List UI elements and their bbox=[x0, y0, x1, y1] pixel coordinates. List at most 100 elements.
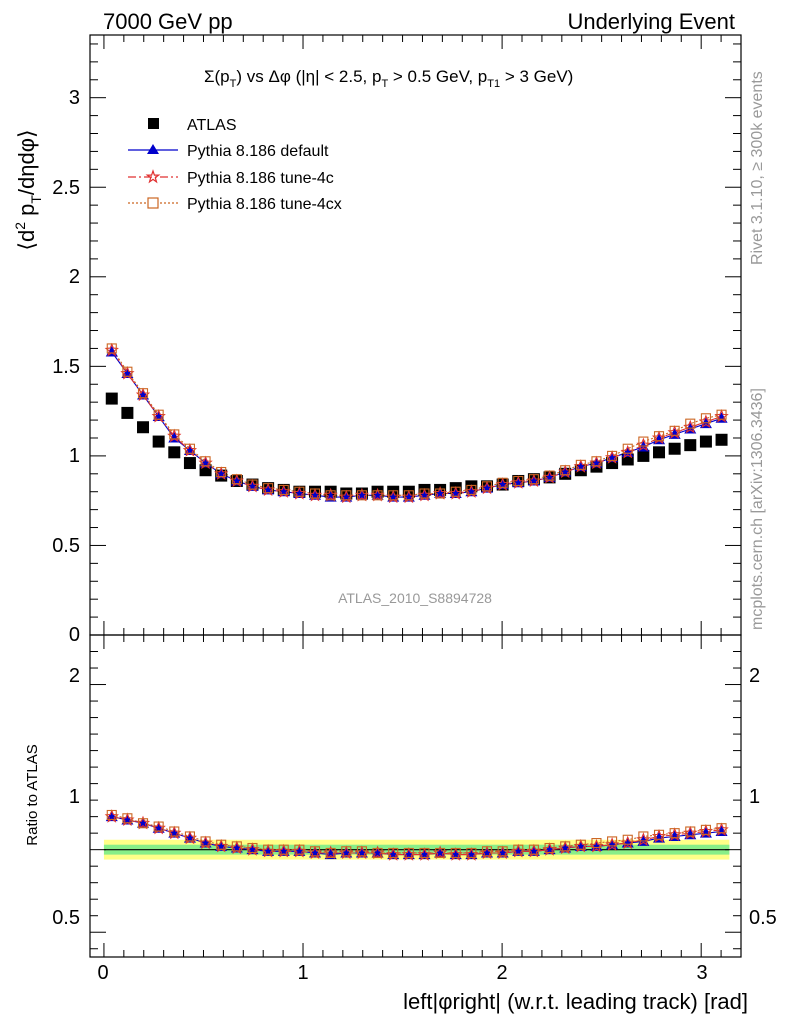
main-point-tune4cx bbox=[435, 488, 446, 499]
header-right-label: Underlying Event bbox=[567, 9, 735, 34]
main-point-tune4cx bbox=[278, 484, 289, 495]
analysis-watermark: ATLAS_2010_S8894728 bbox=[338, 590, 492, 606]
ratio-ytick-label-right: 0.5 bbox=[749, 907, 777, 929]
main-ytick-label: 2.5 bbox=[52, 177, 80, 199]
legend-entry-tune4c: Pythia 8.186 tune-4c bbox=[128, 169, 334, 187]
main-point-tune4cx bbox=[653, 431, 665, 442]
main-axis-ticks bbox=[90, 35, 741, 636]
main-point-tune4cx bbox=[513, 475, 524, 487]
main-ytick-label: 1.5 bbox=[52, 356, 80, 378]
ratio-point-tune4cx bbox=[607, 836, 618, 847]
ratio-point-tune4cx bbox=[669, 828, 680, 839]
main-title: Σ(pT) vs Δφ (|η| < 2.5, pT > 0.5 GeV, pT… bbox=[204, 67, 573, 90]
ratio-point-tune4cx bbox=[356, 846, 367, 857]
legend-label-tune4c: Pythia 8.186 tune-4c bbox=[187, 170, 334, 187]
xaxis-label: left|φright| (w.r.t. leading track) [rad… bbox=[403, 989, 748, 1014]
ratio-point-tune4cx bbox=[591, 838, 602, 849]
header-left-label: 7000 GeV pp bbox=[103, 9, 233, 34]
main-point-tune4cx bbox=[481, 481, 493, 492]
rivet-version-label: Rivet 3.1.10, ≥ 300k events bbox=[749, 71, 766, 265]
ratio-xtick-label: 3 bbox=[696, 962, 707, 984]
main-point-atlas bbox=[152, 435, 165, 448]
ratio-point-tune4cx bbox=[341, 846, 352, 857]
legend-marker-tune4c bbox=[145, 169, 161, 184]
ratio-ytick-label-left: 1 bbox=[69, 786, 80, 808]
legend-label-atlas: ATLAS bbox=[187, 117, 237, 134]
ratio-point-tune4cx bbox=[513, 844, 524, 855]
legend-marker-tune4cx bbox=[147, 197, 159, 209]
ratio-point-tune4cx bbox=[231, 841, 242, 852]
legend-label-default: Pythia 8.186 default bbox=[187, 143, 329, 160]
main-point-tune4cx bbox=[169, 429, 180, 440]
legend-marker-atlas bbox=[148, 118, 159, 129]
main-point-tune4cx bbox=[341, 490, 352, 501]
ratio-point-tune4cx bbox=[560, 841, 571, 852]
ratio-axis-ticks bbox=[90, 635, 741, 957]
ratio-xtick-label: 2 bbox=[496, 962, 507, 984]
ratio-ytick-label-left: 0.5 bbox=[52, 907, 80, 929]
main-point-tune4cx bbox=[669, 425, 680, 436]
main-point-tune4cx bbox=[638, 436, 649, 447]
ratio-point-tune4cx bbox=[450, 847, 461, 859]
ratio-point-tune4cx bbox=[466, 847, 477, 859]
ratio-point-tune4cx bbox=[575, 839, 586, 850]
ratio-plot-frame bbox=[89, 634, 742, 958]
main-point-tune4cx bbox=[325, 490, 336, 501]
main-point-tune4cx bbox=[388, 490, 399, 501]
main-tick-labels: 0 0.5 1 1.5 2 2.5 3 bbox=[52, 87, 80, 646]
main-point-tune4cx bbox=[216, 466, 227, 478]
ratio-xtick-label: 1 bbox=[297, 962, 308, 984]
main-series-lines bbox=[111, 348, 722, 498]
ratio-line-tune4cx bbox=[111, 814, 722, 854]
main-point-tune4cx bbox=[247, 479, 258, 490]
main-point-tune4cx bbox=[122, 366, 133, 377]
main-point-atlas bbox=[137, 421, 150, 434]
main-point-tune4cx bbox=[544, 470, 555, 481]
ratio-point-tune4cx bbox=[278, 844, 289, 855]
legend-entry-default: Pythia 8.186 default bbox=[128, 143, 329, 160]
main-point-tune4cx bbox=[607, 450, 618, 461]
main-series-markers bbox=[104, 342, 729, 504]
main-point-tune4cx bbox=[309, 488, 321, 499]
legend-entry-atlas: ATLAS bbox=[148, 117, 237, 134]
ratio-point-tune4cx bbox=[388, 847, 399, 859]
ratio-point-tune4cx bbox=[528, 844, 539, 855]
main-line-default bbox=[111, 351, 722, 498]
main-ytick-label: 0 bbox=[69, 624, 80, 646]
ratio-point-tune4cx bbox=[153, 821, 164, 832]
ratio-point-tune4cx bbox=[403, 847, 414, 859]
ratio-point-tune4cx bbox=[372, 847, 383, 859]
main-point-tune4cx bbox=[137, 388, 149, 399]
ratio-point-tune4cx bbox=[544, 842, 555, 854]
ratio-uncertainty-bands bbox=[103, 839, 730, 860]
main-point-atlas bbox=[653, 446, 666, 459]
main-point-tune4cx bbox=[528, 474, 539, 485]
main-point-atlas bbox=[699, 435, 712, 448]
main-point-atlas bbox=[168, 446, 181, 459]
legend-label-tune4cx: Pythia 8.186 tune-4cx bbox=[187, 196, 342, 213]
ratio-point-tune4cx bbox=[263, 844, 274, 855]
ratio-point-tune4cx bbox=[216, 839, 227, 850]
main-point-tune4cx bbox=[403, 490, 414, 501]
main-point-tune4cx bbox=[263, 483, 274, 494]
main-point-tune4cx bbox=[200, 456, 211, 467]
legend-entry-tune4cx: Pythia 8.186 tune-4cx bbox=[128, 196, 342, 213]
main-point-tune4cx bbox=[153, 409, 164, 420]
ratio-point-tune4cx bbox=[247, 842, 258, 854]
main-point-tune4cx bbox=[622, 443, 633, 454]
main-point-atlas bbox=[715, 433, 728, 446]
ratio-point-tune4cx bbox=[137, 818, 149, 829]
ratio-point-tune4cx bbox=[497, 846, 508, 857]
ratio-point-tune4cx bbox=[638, 831, 649, 842]
main-point-atlas bbox=[183, 457, 196, 470]
main-ytick-label: 1 bbox=[69, 445, 80, 467]
main-point-tune4cx bbox=[575, 459, 586, 470]
ratio-ytick-label-left: 2 bbox=[69, 665, 80, 687]
main-point-atlas bbox=[684, 439, 697, 452]
main-point-tune4cx bbox=[497, 477, 508, 488]
main-ytick-label: 0.5 bbox=[52, 535, 80, 557]
ratio-point-tune4cx bbox=[294, 844, 305, 855]
main-point-tune4cx bbox=[231, 474, 242, 485]
ratio-point-tune4cx bbox=[653, 829, 665, 840]
